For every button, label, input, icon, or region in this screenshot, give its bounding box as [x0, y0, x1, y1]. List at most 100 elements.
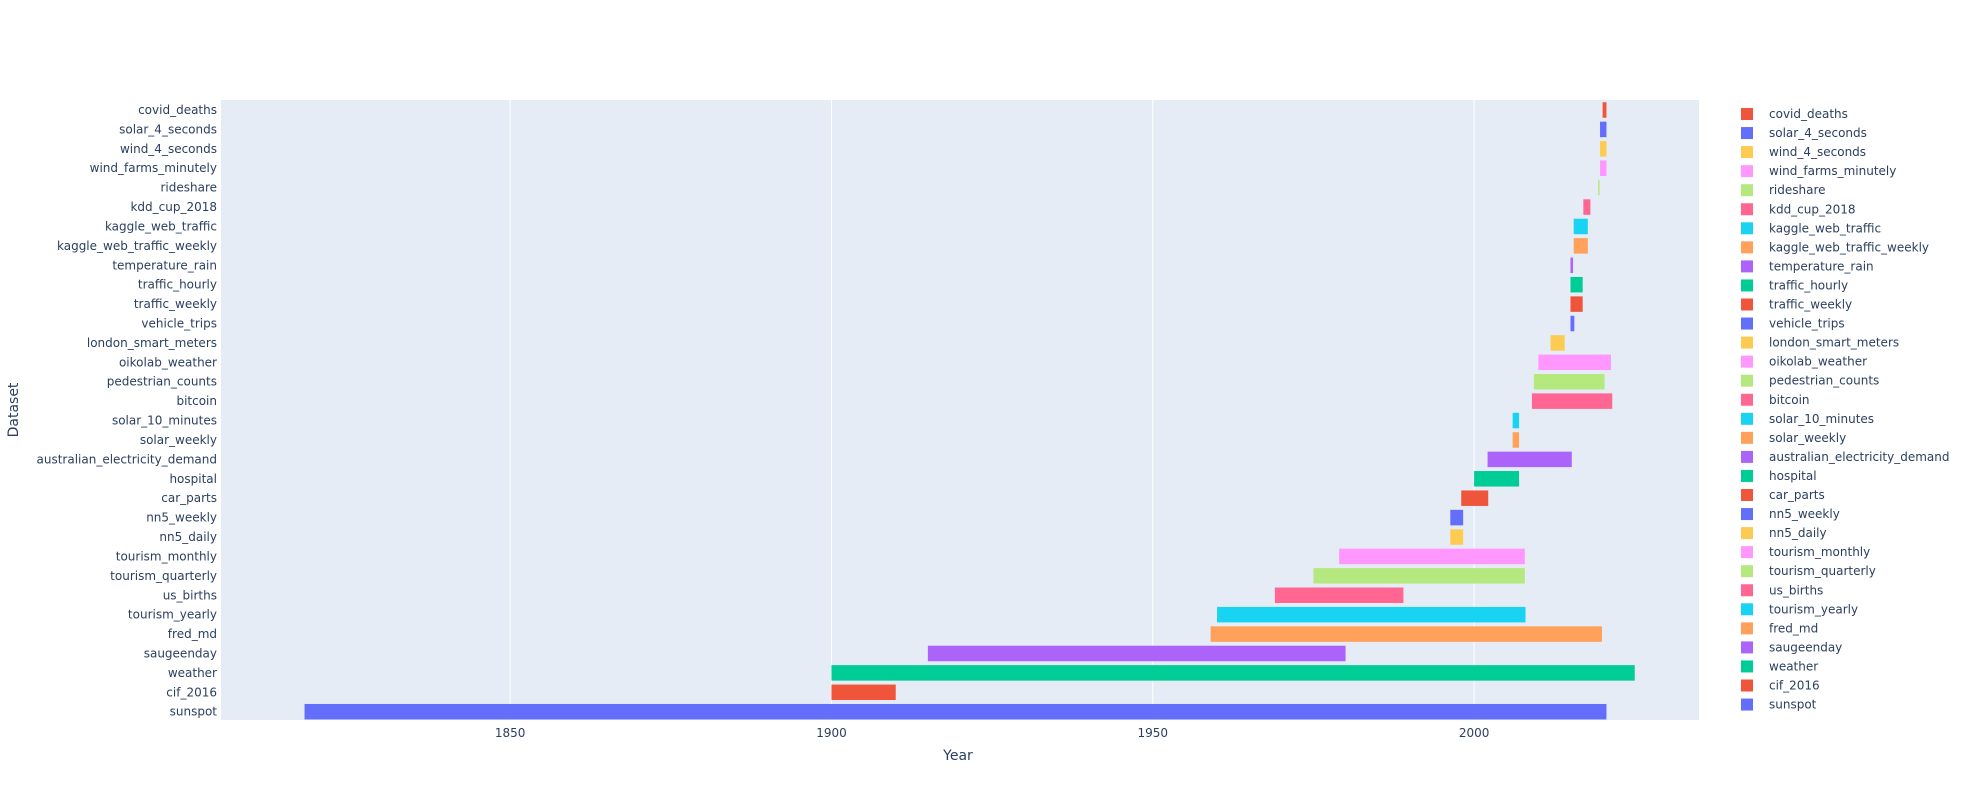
bar-wind-farms-minutely — [1600, 160, 1607, 176]
legend-swatch[interactable] — [1741, 584, 1753, 597]
bar-us-births — [1274, 587, 1404, 603]
legend-item[interactable]: car_parts — [1769, 488, 1825, 502]
legend-swatch[interactable] — [1741, 431, 1753, 444]
legend-item[interactable]: temperature_rain — [1769, 259, 1874, 273]
y-tick-label: kaggle_web_traffic_weekly — [57, 239, 217, 253]
y-tick-label: fred_md — [168, 627, 217, 641]
legend-item[interactable]: pedestrian_counts — [1769, 374, 1879, 388]
bar-solar-weekly — [1512, 432, 1520, 448]
y-tick-label: vehicle_trips — [141, 317, 217, 331]
legend-swatch[interactable] — [1741, 298, 1753, 311]
legend-item[interactable]: tourism_quarterly — [1769, 564, 1876, 578]
bar-cif-2016 — [831, 684, 896, 701]
bar-covid-deaths — [1602, 102, 1607, 118]
legend-item[interactable]: hospital — [1769, 469, 1817, 483]
legend: covid_deaths solar_4_seconds wind_4_second… — [1741, 107, 1950, 712]
y-tick-label: london_smart_meters — [87, 336, 217, 350]
legend-swatch[interactable] — [1741, 279, 1753, 292]
legend-item[interactable]: vehicle_trips — [1769, 317, 1845, 331]
bar-tourism-monthly — [1339, 548, 1525, 565]
x-axis-title: Year — [942, 748, 973, 764]
legend-swatch[interactable] — [1741, 679, 1753, 692]
y-tick-label: wind_4_seconds — [120, 142, 217, 156]
legend-item[interactable]: nn5_weekly — [1769, 507, 1840, 521]
bar-tourism-quarterly — [1313, 568, 1525, 584]
legend-item[interactable]: saugeenday — [1769, 640, 1842, 654]
legend-swatch[interactable] — [1741, 393, 1753, 406]
legend-swatch[interactable] — [1741, 241, 1753, 254]
legend-swatch[interactable] — [1741, 412, 1753, 425]
legend-item[interactable]: us_births — [1769, 583, 1823, 597]
legend-item[interactable]: nn5_daily — [1769, 526, 1827, 540]
legend-item[interactable]: wind_farms_minutely — [1769, 164, 1896, 178]
bar-weather — [831, 665, 1635, 681]
bar-pedestrian-counts — [1533, 373, 1605, 390]
legend-swatch[interactable] — [1741, 184, 1753, 197]
legend-swatch[interactable] — [1741, 698, 1753, 711]
x-tick-label: 1900 — [816, 726, 847, 740]
legend-item[interactable]: wind_4_seconds — [1769, 145, 1866, 159]
legend-swatch[interactable] — [1741, 146, 1753, 159]
legend-swatch[interactable] — [1741, 355, 1753, 368]
legend-item[interactable]: london_smart_meters — [1769, 336, 1899, 350]
y-tick-label: traffic_weekly — [134, 297, 217, 311]
legend-item[interactable]: traffic_hourly — [1769, 278, 1848, 292]
y-tick-label: oikolab_weather — [119, 355, 217, 369]
legend-swatch[interactable] — [1741, 469, 1753, 482]
bar-nn5-weekly — [1450, 509, 1464, 526]
bar-kdd-cup-2018 — [1583, 199, 1591, 215]
legend-item[interactable]: covid_deaths — [1769, 107, 1848, 121]
legend-swatch[interactable] — [1741, 641, 1753, 654]
legend-item[interactable]: rideshare — [1769, 183, 1826, 197]
bar-sunspot — [304, 703, 1607, 720]
legend-swatch[interactable] — [1741, 622, 1753, 635]
legend-swatch[interactable] — [1741, 222, 1753, 235]
legend-swatch[interactable] — [1741, 603, 1753, 616]
legend-item[interactable]: bitcoin — [1769, 393, 1810, 407]
legend-swatch[interactable] — [1741, 546, 1753, 559]
legend-item[interactable]: oikolab_weather — [1769, 355, 1867, 369]
legend-swatch[interactable] — [1741, 108, 1753, 120]
legend-item[interactable]: fred_md — [1769, 621, 1818, 635]
y-tick-label: us_births — [163, 588, 217, 602]
legend-item[interactable]: solar_weekly — [1769, 431, 1846, 445]
legend-swatch[interactable] — [1741, 203, 1753, 216]
legend-swatch[interactable] — [1741, 489, 1753, 501]
legend-item[interactable]: kdd_cup_2018 — [1769, 202, 1856, 216]
legend-swatch[interactable] — [1741, 336, 1753, 349]
legend-swatch[interactable] — [1741, 565, 1753, 578]
legend-item[interactable]: tourism_yearly — [1769, 602, 1858, 616]
legend-item[interactable]: kaggle_web_traffic — [1769, 221, 1881, 235]
bar-hospital — [1474, 471, 1520, 487]
legend-swatch[interactable] — [1741, 508, 1753, 521]
legend-item[interactable]: sunspot — [1769, 698, 1817, 712]
y-axis-title: Dataset — [6, 382, 22, 437]
legend-item[interactable]: weather — [1769, 659, 1818, 673]
x-tick-label: 2000 — [1459, 726, 1490, 740]
x-tick-label: 1850 — [495, 726, 526, 740]
y-tick-label: weather — [168, 666, 217, 680]
legend-item[interactable]: tourism_monthly — [1769, 545, 1870, 559]
bar-vehicle-trips — [1570, 315, 1575, 332]
legend-item[interactable]: australian_electricity_demand — [1769, 450, 1950, 464]
y-tick-label: australian_electricity_demand — [36, 452, 217, 466]
bar-australian-electricity-demand — [1487, 451, 1572, 468]
legend-item[interactable]: cif_2016 — [1769, 679, 1820, 693]
legend-swatch[interactable] — [1741, 660, 1753, 673]
legend-swatch[interactable] — [1741, 317, 1753, 330]
bar-traffic-weekly — [1570, 296, 1583, 312]
legend-item[interactable]: kaggle_web_traffic_weekly — [1769, 240, 1929, 254]
legend-swatch[interactable] — [1741, 374, 1753, 387]
legend-item[interactable]: traffic_weekly — [1769, 298, 1852, 312]
legend-swatch[interactable] — [1741, 527, 1753, 540]
legend-item[interactable]: solar_4_seconds — [1769, 126, 1867, 140]
legend-swatch[interactable] — [1741, 127, 1753, 140]
legend-item[interactable]: solar_10_minutes — [1769, 412, 1874, 426]
legend-swatch[interactable] — [1741, 165, 1753, 178]
y-tick-label: kaggle_web_traffic — [105, 219, 217, 233]
legend-swatch[interactable] — [1741, 260, 1753, 273]
y-tick-label: nn5_daily — [159, 530, 217, 544]
legend-swatch[interactable] — [1741, 450, 1753, 463]
y-tick-label: saugeenday — [144, 646, 217, 660]
y-tick-label: solar_4_seconds — [119, 122, 217, 136]
